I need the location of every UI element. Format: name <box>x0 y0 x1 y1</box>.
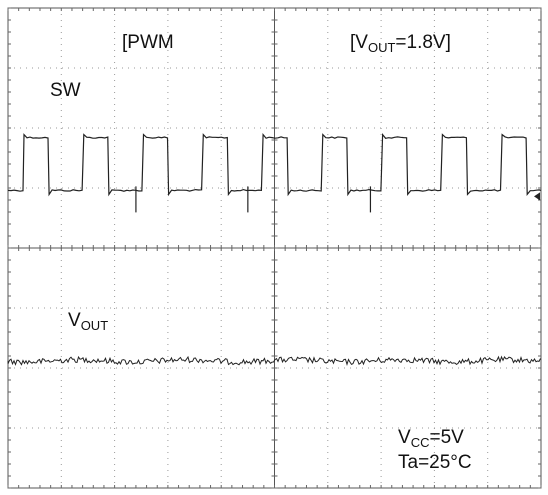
vout-setting-label: [VOUT=1.8V] <box>350 32 451 55</box>
ta-condition-label: Ta=25°C <box>398 452 472 473</box>
waveform-traces <box>7 132 542 367</box>
vcc-condition-label: VCC=5V <box>398 427 464 450</box>
trigger-level-marker <box>534 192 540 201</box>
mode-label: [PWM <box>122 32 174 53</box>
graticule <box>7 7 542 489</box>
vout-channel-label: VOUT <box>68 310 108 333</box>
vout-waveform <box>7 355 541 367</box>
sw-channel-label: SW <box>50 80 81 101</box>
sw-waveform <box>7 132 542 197</box>
